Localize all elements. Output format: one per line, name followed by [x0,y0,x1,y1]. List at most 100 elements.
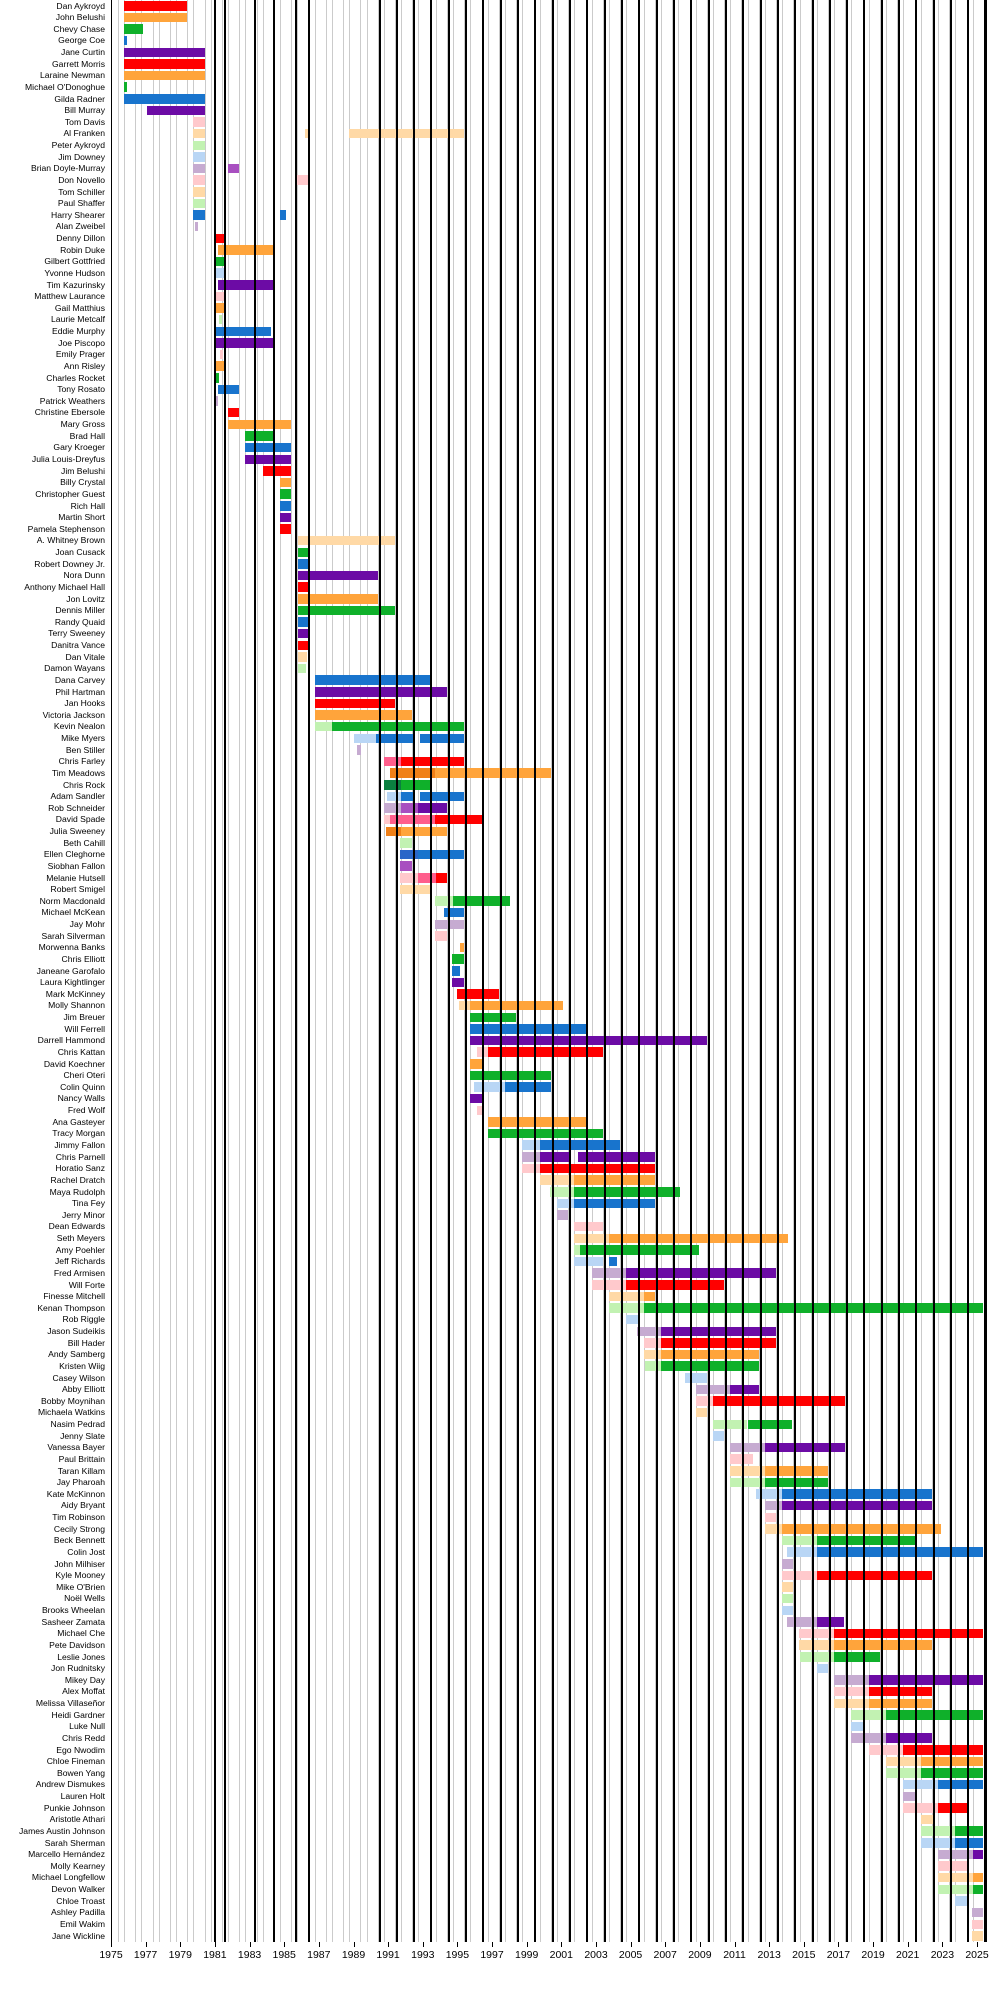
axis-tick [769,1942,771,1947]
cast-member-name: Ego Nwodim [56,1744,105,1755]
tenure-bar-segment [756,1489,783,1499]
tenure-bar-segment [787,1547,817,1557]
cast-member-name: George Coe [58,35,105,46]
tenure-bar-segment [124,94,205,104]
cast-member-name: Damon Wayans [44,663,105,674]
tenure-bar-segment [557,1198,575,1209]
tenure-bar-segment [305,128,308,139]
tenure-bar-segment [386,826,402,836]
gridline-season-gray [550,0,552,1942]
gridline-season-gray [557,0,558,1942]
axis-year-label: 1977 [133,1949,158,1961]
tenure-bar-segment [971,1907,984,1918]
tenure-bar-segment [473,1082,506,1092]
tenure-bar-segment [626,1268,777,1278]
axis-tick [145,1942,147,1947]
gridline-season-gray [758,0,760,1942]
tenure-bar-segment [219,314,223,325]
gridline-season-black [620,0,623,1942]
gridline-season-gray [481,0,483,1942]
cast-member-name: Kyle Mooney [55,1570,105,1581]
tenure-bar-segment [522,1140,540,1150]
cast-member-name: Cheri Oteri [63,1070,105,1081]
tenure-bar-segment [279,477,292,488]
tenure-bar-segment [356,745,362,755]
tenure-bar-segment [834,1698,869,1708]
cast-member-name: Dennis Miller [55,605,105,616]
cast-member-name: Bill Murray [64,105,105,116]
cast-member-name: Chloe Fineman [46,1756,105,1767]
tenure-bar-segment [297,652,307,662]
tenure-bar-segment [124,1,188,11]
cast-member-name: Martin Short [58,512,105,523]
tenure-bar-segment [193,152,205,162]
gridline-season-gray [429,0,431,1942]
tenure-bar-segment [920,1838,956,1848]
tenure-bar-segment [643,1349,661,1360]
axis-tick [873,1942,875,1947]
tenure-bar-segment [124,35,127,46]
cast-member-name: Rob Riggle [62,1314,105,1325]
cast-member-name: Bobby Moynihan [40,1395,105,1406]
tenure-bar-segment [387,791,402,802]
gridline-season-gray [175,0,177,1942]
cast-member-name: Brooks Wheelan [41,1605,105,1615]
axis-tick [665,1942,667,1947]
cast-member-name: Nora Dunn [63,570,105,581]
tenure-bar-segment [124,82,127,92]
tenure-bar-segment [218,280,274,290]
cast-member-name: Peter Aykroyd [51,140,105,150]
gridline-season-gray [949,0,951,1942]
cast-member-name: Pamela Stephenson [27,523,105,534]
tenure-bar-segment [851,1710,886,1720]
cast-member-name: Mikey Day [64,1674,105,1685]
axis-year-label: 1993 [411,1949,435,1961]
axis-tick [561,1942,563,1947]
cast-member-name: Robert Downey Jr. [34,558,105,569]
axis-tick [526,1942,528,1947]
cast-member-name: Casey Wilson [52,1372,105,1383]
gridline-season-gray [626,0,628,1942]
cast-member-name: Fred Armisen [53,1267,105,1278]
axis-tick [214,1942,216,1947]
cast-member-name: Will Ferrell [64,1023,105,1034]
cast-member-name: Sarah Silverman [41,930,105,941]
tenure-bar-segment [214,396,219,406]
cast-member-name: Andy Samberg [48,1349,105,1360]
tenure-bar-segment [764,1477,828,1488]
cast-member-name: Ellen Cleghorne [43,849,105,860]
cast-member-name: Dan Aykroyd [56,0,105,11]
axis-tick [803,1942,805,1947]
cast-member-name: Paul Brittain [58,1453,105,1464]
cast-member-name: Charles Rocket [46,372,105,383]
gridline-season-black [655,0,658,1942]
gridline-season-black [308,0,311,1942]
gridline-season-gray [395,0,396,1942]
gridline-season-gray [834,0,836,1942]
gridline-season-gray [152,0,154,1942]
cast-member-name: Jay Pharoah [56,1477,105,1488]
tenure-bar-segment [376,733,415,743]
tenure-bar-segment [459,1000,471,1011]
tenure-bar-segment [851,1733,886,1743]
gridline-season-gray [851,0,853,1942]
cast-member-name: Dean Edwards [48,1221,105,1232]
tenure-bar-segment [245,454,292,464]
tenure-bar-segment [400,838,413,848]
axis-tick [977,1942,978,1947]
gridline-season-gray [435,0,437,1942]
tenure-bar-segment [591,1268,627,1278]
gridline-season-gray [135,0,137,1942]
cast-member-name: Michael Longfellow [31,1872,105,1883]
cast-member-name: Denny Dillon [56,233,105,243]
tenure-bar-segment [660,1338,777,1348]
gridline-season-gray [672,0,674,1942]
cast-member-name: Chris Parnell [55,1151,105,1162]
cast-member-name: Jenny Slate [60,1430,105,1441]
gridline-season-gray [643,0,645,1942]
tenure-bar-segment [868,1745,904,1755]
gridline-season-gray [418,0,420,1942]
cast-member-name: Julia Sweeney [49,826,105,836]
axis-year-label: 1987 [307,1949,331,1961]
cast-member-name: Molly Shannon [48,1000,105,1011]
